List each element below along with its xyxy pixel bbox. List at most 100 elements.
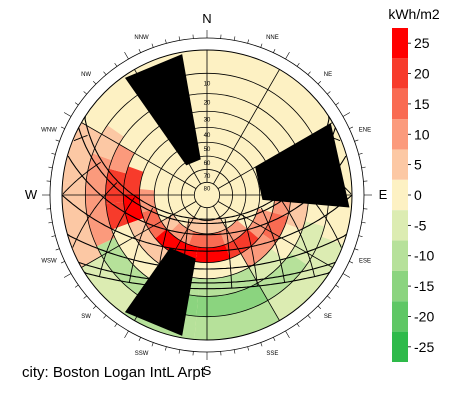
heat-cell <box>267 273 319 321</box>
tick-mark <box>335 284 340 288</box>
altitude-label: 10 <box>204 81 211 87</box>
tick-mark <box>354 139 359 142</box>
heat-cell <box>169 222 194 245</box>
heat-cell <box>257 253 307 301</box>
tick-mark <box>247 346 249 351</box>
compass-label-ese: ESE <box>359 258 371 264</box>
tick-mark <box>178 349 181 354</box>
altitude-label: 20 <box>204 100 211 106</box>
tick-mark <box>48 221 53 224</box>
hour-line <box>279 197 316 277</box>
hour-line <box>62 161 101 195</box>
azimuth-line <box>212 205 280 321</box>
heat-cell <box>155 228 198 262</box>
tick-mark <box>285 330 290 339</box>
tick-mark <box>83 295 87 299</box>
heat-cell <box>195 244 231 263</box>
altitude-label: 40 <box>204 133 211 139</box>
compass-label-se: SE <box>324 314 332 320</box>
heat-cell <box>111 223 159 279</box>
heat-cell <box>92 125 124 161</box>
hour-line <box>224 218 233 289</box>
tick-mark <box>60 126 65 129</box>
tick-mark <box>358 235 363 237</box>
heat-cell <box>194 300 280 341</box>
tick-mark <box>178 36 181 41</box>
compass-label-e: E <box>379 187 388 202</box>
legend-swatch <box>392 270 408 302</box>
heat-cell <box>141 208 167 239</box>
heat-cell <box>96 237 149 295</box>
legend-tick-label: 0 <box>414 187 422 203</box>
legend-tick-label: 25 <box>414 35 430 51</box>
altitude-label: 30 <box>204 117 211 123</box>
legend-swatch <box>392 119 408 150</box>
heat-cell <box>62 122 102 185</box>
sun-path-line <box>84 115 330 220</box>
legend-swatch <box>392 331 408 362</box>
altitude-label: 60 <box>204 161 211 167</box>
tick-mark <box>114 323 118 328</box>
heat-cell <box>184 215 203 234</box>
altitude-label: 70 <box>204 174 211 180</box>
heat-cell <box>105 202 129 230</box>
tick-mark <box>349 126 354 129</box>
hour-line <box>313 161 352 195</box>
compass-label-nne: NNE <box>266 35 279 41</box>
tick-mark <box>63 112 72 117</box>
compass-label-ssw: SSW <box>135 351 149 357</box>
heat-cell <box>199 253 249 279</box>
tick-mark <box>151 342 154 347</box>
hour-line <box>326 134 341 142</box>
heat-cell <box>123 166 144 195</box>
tick-mark <box>103 71 107 75</box>
heat-cell <box>85 195 115 247</box>
azimuth-line <box>217 200 333 268</box>
heat-cell <box>196 282 268 317</box>
legend-swatch <box>392 58 408 89</box>
heat-cell <box>300 236 344 289</box>
tick-mark <box>151 43 154 48</box>
tick-mark <box>327 295 331 299</box>
legend-swatch <box>392 240 408 271</box>
tick-mark <box>342 273 351 278</box>
heat-cell <box>247 208 273 239</box>
compass-label-sse: SSE <box>266 351 278 357</box>
tick-mark <box>296 62 300 67</box>
hour-line <box>98 197 135 277</box>
tick-mark <box>260 43 263 48</box>
legend-swatch <box>392 149 408 180</box>
tick-mark <box>165 346 167 351</box>
heat-cell <box>285 202 309 230</box>
tick-mark <box>233 36 236 41</box>
legend: kWh/m2 25 20 15 10 5 0 -5 -10 -15 -20 -25 <box>388 6 440 362</box>
tick-mark <box>92 80 97 85</box>
compass-label-wnw: WNW <box>41 128 57 134</box>
hour-line <box>128 207 154 283</box>
heat-cell <box>262 212 288 244</box>
compass-label-n: N <box>202 11 211 26</box>
legend-swatch <box>392 88 408 120</box>
city-caption: city: Boston Logan IntL Arpt <box>22 364 205 381</box>
tick-mark <box>260 342 263 347</box>
legend-swatch <box>392 210 408 241</box>
legend-tick-label: 5 <box>414 157 422 173</box>
obstruction-block <box>124 247 196 336</box>
obstruction-layer <box>124 54 350 336</box>
tick-mark <box>361 221 366 224</box>
heat-cell <box>272 200 291 217</box>
legend-tick-label: -15 <box>414 278 434 294</box>
tick-mark <box>74 284 79 288</box>
tick-mark <box>124 330 129 339</box>
heat-cell <box>85 153 112 195</box>
obstruction-block <box>255 123 350 208</box>
heat-cell <box>290 221 325 265</box>
legend-tick-label: -5 <box>414 217 427 233</box>
hour-line <box>181 218 190 289</box>
compass-label-wsw: WSW <box>41 258 57 264</box>
tick-mark <box>349 261 354 264</box>
tick-mark <box>354 248 359 251</box>
tick-mark <box>60 261 65 264</box>
